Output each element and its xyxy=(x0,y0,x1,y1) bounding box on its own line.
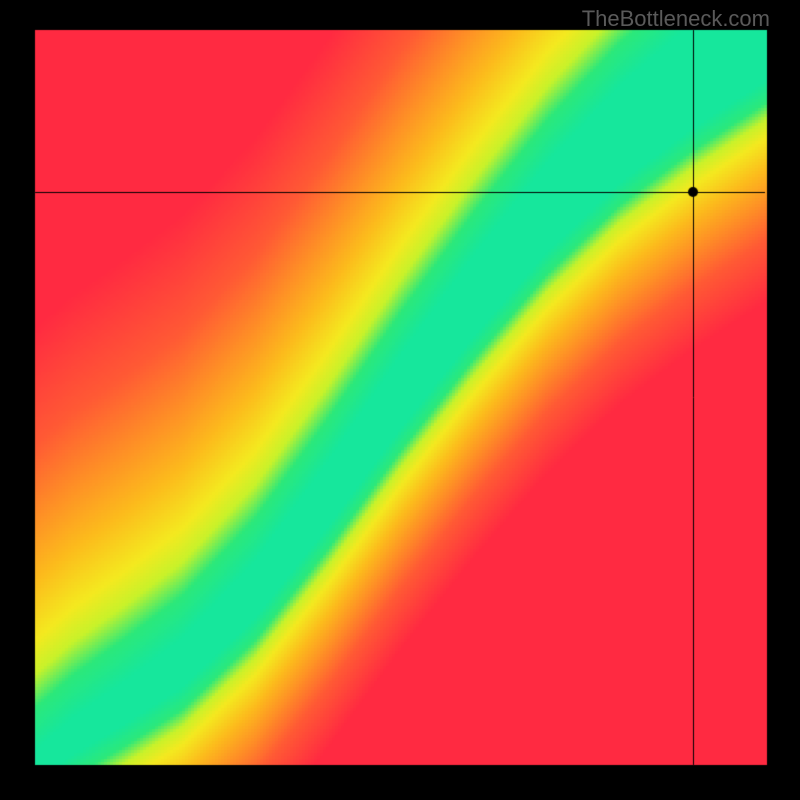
watermark-text: TheBottleneck.com xyxy=(582,6,770,32)
crosshair-overlay xyxy=(0,0,800,800)
chart-container: TheBottleneck.com xyxy=(0,0,800,800)
